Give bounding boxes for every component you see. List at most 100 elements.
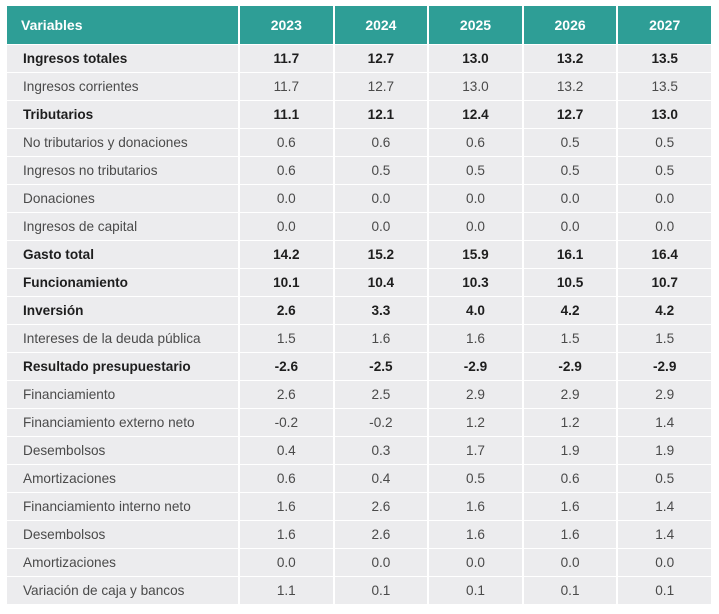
table-row: Ingresos no tributarios 0.6 0.5 0.5 0.5 0.5 <box>5 156 713 184</box>
table-row: Ingresos de capital 0.0 0.0 0.0 0.0 0.0 <box>5 212 713 240</box>
cell-value-2025: 13.0 <box>429 72 524 100</box>
cell-value-2027: 13.5 <box>618 44 713 72</box>
table-row: Intereses de la deuda pública 1.5 1.6 1.6 1.… <box>5 324 713 352</box>
cell-value-2024: -0.2 <box>334 408 430 436</box>
cell-value-2023: 0.0 <box>240 548 335 576</box>
cell-value-2026: 13.2 <box>523 44 619 72</box>
header-year-2023: 2023 <box>240 6 335 44</box>
cell-value-2024: 0.6 <box>334 128 430 156</box>
table-row: Desembolsos 0.4 0.3 1.7 1.9 1.9 <box>5 436 713 464</box>
cell-value-2023: 2.6 <box>240 380 335 408</box>
cell-value-2027: 0.5 <box>618 128 713 156</box>
cell-value-2027: 4.2 <box>618 296 713 324</box>
cell-value-2027: 16.4 <box>618 240 713 268</box>
row-label: Desembolsos <box>5 520 240 548</box>
cell-value-2023: 1.1 <box>240 576 335 604</box>
cell-value-2024: 3.3 <box>334 296 430 324</box>
cell-value-2026: 10.5 <box>523 268 619 296</box>
table-row: Resultado presupuestario -2.6 -2.5 -2.9 -2.9… <box>5 352 713 380</box>
cell-value-2026: 0.1 <box>523 576 619 604</box>
header-year-2025: 2025 <box>429 6 524 44</box>
cell-value-2026: 1.6 <box>523 520 619 548</box>
cell-value-2025: 1.6 <box>429 324 524 352</box>
cell-value-2027: 0.0 <box>618 548 713 576</box>
cell-value-2024: 0.0 <box>334 212 430 240</box>
cell-value-2024: 0.3 <box>334 436 430 464</box>
table-row: Variación de caja y bancos 1.1 0.1 0.1 0.1 0.… <box>5 576 713 604</box>
cell-value-2023: 0.6 <box>240 464 335 492</box>
cell-value-2023: 11.7 <box>240 44 335 72</box>
cell-value-2023: 10.1 <box>240 268 335 296</box>
cell-value-2023: 1.5 <box>240 324 335 352</box>
table-row: Ingresos totales 11.7 12.7 13.0 13.2 13.5 <box>5 44 713 72</box>
cell-value-2027: 1.4 <box>618 492 713 520</box>
cell-value-2025: 0.0 <box>429 184 524 212</box>
table-row: Financiamiento interno neto 1.6 2.6 1.6 1.6 1… <box>5 492 713 520</box>
cell-value-2026: 12.7 <box>523 100 619 128</box>
cell-value-2023: 2.6 <box>240 296 335 324</box>
table-row: Tributarios 11.1 12.1 12.4 12.7 13.0 <box>5 100 713 128</box>
cell-value-2023: 11.7 <box>240 72 335 100</box>
cell-value-2027: 1.5 <box>618 324 713 352</box>
cell-value-2027: 0.5 <box>618 156 713 184</box>
cell-value-2024: 0.5 <box>334 156 430 184</box>
table-row: Funcionamiento 10.1 10.4 10.3 10.5 10.7 <box>5 268 713 296</box>
cell-value-2024: 12.7 <box>334 44 430 72</box>
cell-value-2024: 0.0 <box>334 548 430 576</box>
cell-value-2024: -2.5 <box>334 352 430 380</box>
cell-value-2023: 0.6 <box>240 128 335 156</box>
table-row: Inversión 2.6 3.3 4.0 4.2 4.2 <box>5 296 713 324</box>
table-row: Gasto total 14.2 15.2 15.9 16.1 16.4 <box>5 240 713 268</box>
fiscal-table: Variables 2023 2024 2025 2026 2027 Ingre… <box>5 6 713 604</box>
table-row: Desembolsos 1.6 2.6 1.6 1.6 1.4 <box>5 520 713 548</box>
cell-value-2024: 12.7 <box>334 72 430 100</box>
cell-value-2023: 11.1 <box>240 100 335 128</box>
cell-value-2023: -2.6 <box>240 352 335 380</box>
row-label: Amortizaciones <box>5 464 240 492</box>
row-label: Ingresos de capital <box>5 212 240 240</box>
cell-value-2026: 0.0 <box>523 184 619 212</box>
cell-value-2025: -2.9 <box>429 352 524 380</box>
cell-value-2025: 0.1 <box>429 576 524 604</box>
row-label: Desembolsos <box>5 436 240 464</box>
cell-value-2026: -2.9 <box>523 352 619 380</box>
cell-value-2027: 13.5 <box>618 72 713 100</box>
cell-value-2026: 0.0 <box>523 548 619 576</box>
row-label: Amortizaciones <box>5 548 240 576</box>
row-label: Variación de caja y bancos <box>5 576 240 604</box>
cell-value-2023: 0.4 <box>240 436 335 464</box>
table-row: Financiamiento externo neto -0.2 -0.2 1.2 1.… <box>5 408 713 436</box>
cell-value-2027: 0.0 <box>618 184 713 212</box>
row-label: Resultado presupuestario <box>5 352 240 380</box>
cell-value-2025: 0.0 <box>429 212 524 240</box>
row-label: Financiamiento <box>5 380 240 408</box>
cell-value-2024: 2.5 <box>334 380 430 408</box>
cell-value-2024: 1.6 <box>334 324 430 352</box>
header-year-2026: 2026 <box>523 6 619 44</box>
cell-value-2025: 1.7 <box>429 436 524 464</box>
row-label: No tributarios y donaciones <box>5 128 240 156</box>
cell-value-2023: 0.6 <box>240 156 335 184</box>
cell-value-2026: 4.2 <box>523 296 619 324</box>
cell-value-2025: 0.6 <box>429 128 524 156</box>
cell-value-2026: 1.6 <box>523 492 619 520</box>
table-row: Ingresos corrientes 11.7 12.7 13.0 13.2 13.5 <box>5 72 713 100</box>
cell-value-2025: 0.5 <box>429 156 524 184</box>
cell-value-2026: 0.0 <box>523 212 619 240</box>
table-row: No tributarios y donaciones 0.6 0.6 0.6 0.5 0… <box>5 128 713 156</box>
cell-value-2027: 0.5 <box>618 464 713 492</box>
cell-value-2025: 13.0 <box>429 44 524 72</box>
cell-value-2027: 1.4 <box>618 520 713 548</box>
row-label: Ingresos no tributarios <box>5 156 240 184</box>
cell-value-2025: 4.0 <box>429 296 524 324</box>
cell-value-2026: 0.6 <box>523 464 619 492</box>
cell-value-2027: 0.0 <box>618 212 713 240</box>
cell-value-2027: 2.9 <box>618 380 713 408</box>
cell-value-2027: 1.4 <box>618 408 713 436</box>
row-label: Inversión <box>5 296 240 324</box>
cell-value-2026: 1.9 <box>523 436 619 464</box>
cell-value-2026: 16.1 <box>523 240 619 268</box>
cell-value-2025: 1.6 <box>429 520 524 548</box>
cell-value-2024: 2.6 <box>334 492 430 520</box>
table-row: Financiamiento 2.6 2.5 2.9 2.9 2.9 <box>5 380 713 408</box>
